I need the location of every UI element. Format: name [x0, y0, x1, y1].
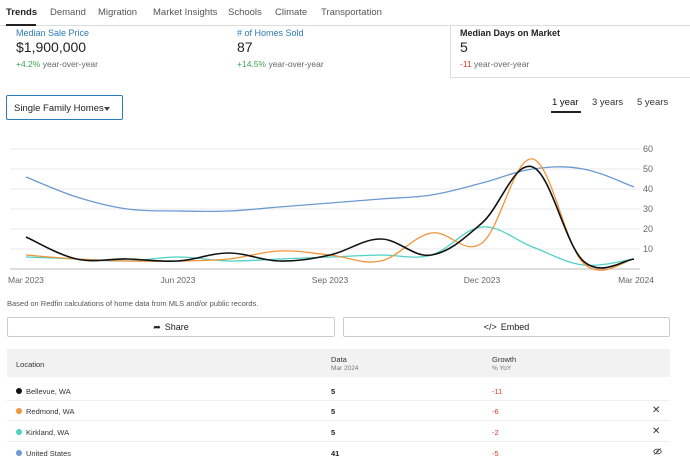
stat-change-suffix: year-over-year	[42, 59, 98, 69]
range-1-year[interactable]: 1 year	[552, 97, 579, 108]
table-row: United States 41 -5	[7, 443, 670, 463]
series-color-dot	[16, 429, 22, 435]
share-icon: ➦	[153, 322, 161, 332]
embed-button[interactable]: </> Embed	[343, 317, 670, 337]
row-growth: -2	[492, 428, 499, 437]
row-location: Redmond, WA	[26, 407, 75, 416]
stat-label: Median Sale Price	[16, 28, 90, 38]
table-row: Bellevue, WA 5 -11	[7, 381, 670, 401]
stat-change-suffix: year-over-year	[474, 59, 530, 69]
stat-change-value: +14.5%	[237, 59, 267, 69]
stat-change-value: -11	[460, 59, 472, 69]
x-tick-label: Dec 2023	[464, 275, 501, 285]
stat-change: -11 year-over-year	[460, 59, 529, 69]
table-row: Kirkland, WA 5 -2 ✕	[7, 422, 670, 442]
row-location: United States	[26, 449, 72, 458]
share-label: Share	[164, 322, 189, 332]
series-color-dot	[16, 408, 22, 414]
tab-migration[interactable]: Migration	[98, 7, 138, 18]
y-tick-label: 50	[643, 164, 653, 174]
stat-homes-sold: # of Homes Sold 87 +14.5% year-over-year	[237, 26, 437, 76]
x-tick-label: Jun 2023	[161, 275, 196, 285]
stat-value: 87	[237, 39, 253, 55]
stat-change: +4.2% year-over-year	[16, 59, 98, 69]
y-tick-label: 40	[643, 184, 653, 194]
table-header: Location Data Mar 2024 Growth % YoY	[7, 349, 670, 377]
y-tick-label: 20	[643, 224, 653, 234]
row-data: 5	[331, 428, 336, 437]
y-tick-label: 10	[643, 244, 653, 254]
y-tick-label: 30	[643, 204, 653, 214]
range-3-years[interactable]: 3 years	[592, 97, 624, 108]
range-5-years[interactable]: 5 years	[637, 97, 669, 108]
series-line-united-states	[25, 166, 635, 213]
x-tick-label: Mar 2023	[8, 275, 44, 285]
tab-climate[interactable]: Climate	[275, 7, 308, 18]
row-data: 41	[331, 449, 340, 458]
stat-label: # of Homes Sold	[237, 28, 304, 38]
row-location: Kirkland, WA	[26, 428, 70, 437]
stat-median-sale-price: Median Sale Price $1,900,000 +4.2% year-…	[16, 26, 216, 76]
y-tick-label: 60	[643, 144, 653, 154]
tab-demand[interactable]: Demand	[50, 7, 86, 18]
share-button[interactable]: ➦ Share	[7, 317, 335, 337]
stat-change-suffix: year-over-year	[268, 59, 324, 69]
remove-row-close-icon[interactable]: ✕	[652, 426, 661, 437]
stat-median-days-on-market[interactable]: Median Days on Market 5 -11 year-over-ye…	[450, 26, 690, 78]
col-growth-sub: % YoY	[492, 365, 512, 372]
tab-schools[interactable]: Schools	[228, 7, 262, 18]
source-note: Based on Redfin calculations of home dat…	[7, 299, 259, 308]
series-line-bellevue-wa	[25, 165, 635, 269]
col-growth: Growth	[492, 355, 517, 364]
days-on-market-chart: 10 20 30 40 50 60 Mar 2023 Jun 2023 Sep 2023 Dec…	[8, 144, 654, 285]
series-color-dot	[16, 450, 22, 456]
code-icon: </>	[483, 322, 497, 332]
stat-value: $1,900,000	[16, 39, 87, 55]
col-data: Data	[331, 355, 347, 364]
stat-value: 5	[460, 39, 468, 55]
hide-eye-icon[interactable]	[653, 447, 662, 456]
row-growth: -11	[492, 387, 503, 396]
stat-label: Median Days on Market	[460, 28, 561, 38]
property-type-value: Single Family Homes	[14, 103, 104, 114]
caret-down-icon	[104, 107, 110, 111]
col-data-sub: Mar 2024	[331, 365, 359, 372]
series-line-redmond-wa	[25, 158, 635, 271]
tab-transportation[interactable]: Transportation	[321, 7, 382, 18]
x-tick-label: Mar 2024	[618, 275, 654, 285]
series-color-dot	[16, 388, 22, 394]
x-tick-label: Sep 2023	[312, 275, 349, 285]
embed-label: Embed	[500, 322, 530, 332]
row-growth: -6	[492, 407, 499, 416]
table-row: Redmond, WA 5 -6 ✕	[7, 401, 670, 421]
tab-bar: Trends Demand Migration Market Insights …	[0, 0, 690, 26]
active-tab-indicator	[6, 24, 36, 26]
row-data: 5	[331, 387, 336, 396]
row-data: 5	[331, 407, 336, 416]
row-location: Bellevue, WA	[26, 387, 71, 396]
active-range-indicator	[551, 111, 581, 113]
remove-row-close-icon[interactable]: ✕	[652, 405, 661, 416]
property-type-dropdown[interactable]: Single Family Homes	[6, 95, 123, 120]
tab-market-insights[interactable]: Market Insights	[153, 7, 218, 18]
stat-change-value: +4.2%	[16, 59, 41, 69]
row-growth: -5	[492, 449, 499, 458]
stat-change: +14.5% year-over-year	[237, 59, 324, 69]
tab-trends[interactable]: Trends	[6, 7, 38, 18]
col-location: Location	[16, 360, 45, 369]
